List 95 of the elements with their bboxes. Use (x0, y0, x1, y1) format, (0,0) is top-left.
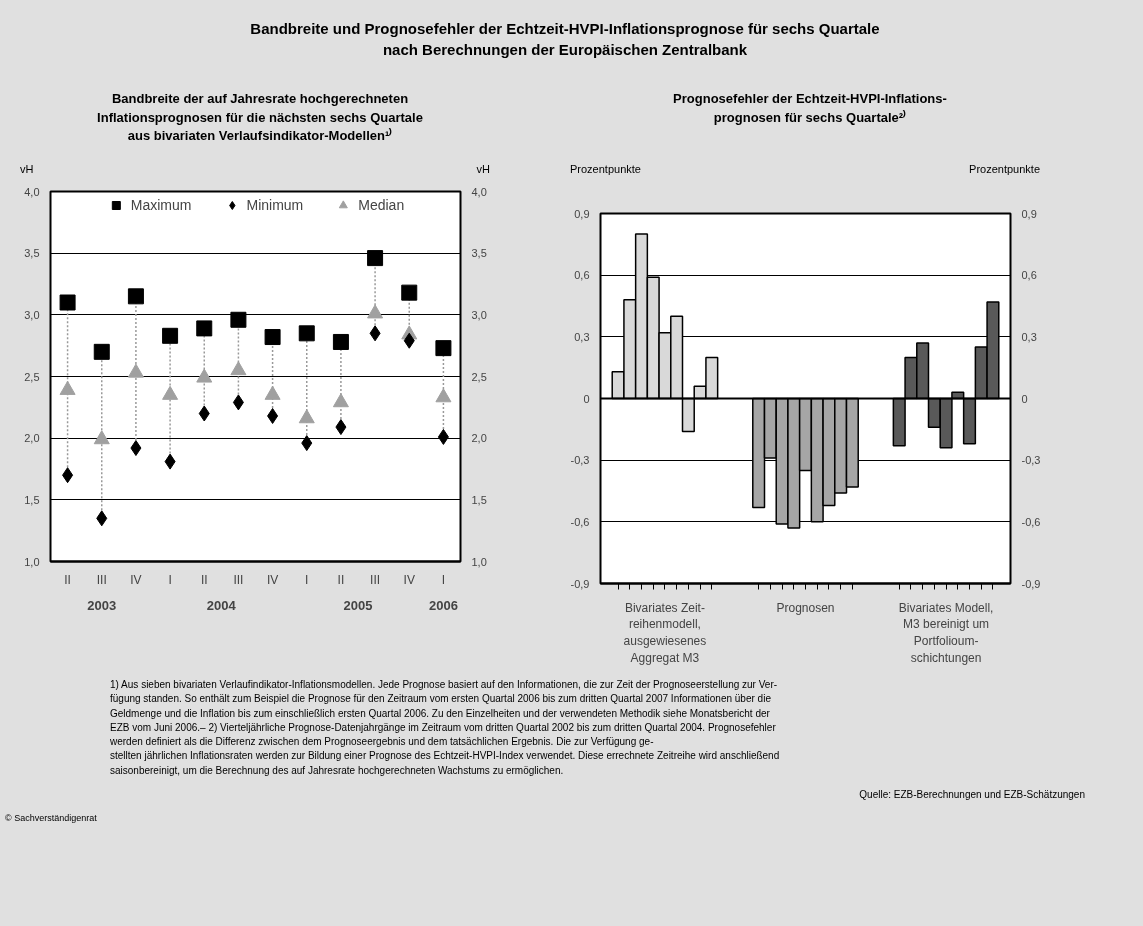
point (437, 428, 449, 445)
text: 2005 (343, 597, 373, 613)
point (332, 333, 349, 350)
point (198, 405, 210, 422)
x-tick-label: I (441, 572, 446, 587)
point (164, 453, 176, 470)
chart-subtitle: Prognosefehler der Echtzeit-HVPI-Inflations- prognosen für sechs Quartale²⁾ (673, 90, 947, 127)
y-axis-title: vH (20, 162, 34, 177)
legend-label: Median (358, 197, 405, 213)
y-axis-title: Prozentpunkte (570, 162, 641, 177)
point (232, 394, 244, 411)
chart-subtitle: Bandbreite der auf Jahresrate hochgerechneten Inflationsprognosen für die nächsten sechs Quartale aus bivariaten Verlaufsindikator-Modellen¹⁾ (97, 90, 423, 146)
y2-tick-label: 1,5 (471, 493, 487, 506)
point (332, 393, 349, 408)
y-tick-label: 1,0 (24, 555, 40, 568)
legend-label: Maximum (130, 197, 192, 213)
y2-axis-title: Prozentpunkte (969, 162, 1040, 177)
text: © Sachverständigenrat (5, 812, 97, 826)
y-tick-label: 3,5 (24, 247, 40, 260)
point (435, 388, 452, 403)
point (230, 311, 247, 328)
y2-tick-label: 4,0 (471, 185, 487, 198)
point (127, 363, 144, 378)
x-tick-label: II (200, 572, 208, 587)
x-tick-label: II (64, 572, 71, 587)
point (369, 325, 381, 342)
y-tick-label: -0,9 (570, 577, 590, 590)
y-tick-label: 0,9 (574, 207, 590, 220)
x-tick-label: III (96, 572, 107, 587)
x-tick-label: I (305, 572, 309, 587)
point (435, 340, 452, 357)
y2-tick-label: 0,9 (1021, 207, 1037, 220)
point (403, 332, 415, 349)
point (301, 435, 313, 452)
y-tick-label: 4,0 (24, 185, 40, 198)
point (367, 250, 384, 267)
y2-tick-label: 0,6 (1021, 269, 1037, 282)
point (230, 361, 247, 376)
y-tick-label: 0 (583, 392, 590, 405)
point (162, 327, 179, 344)
text: Bandbreite und Prognosefehler der Echtzeit-HVPI-Inflationsprognose für sechs Quartale nach Berechnungen der Europäischen Zentralbank (250, 19, 880, 61)
point (264, 385, 281, 400)
x-tick-label: IV (403, 572, 415, 587)
y-tick-label: 2,0 (24, 432, 40, 445)
y2-tick-label: 2,0 (471, 432, 487, 445)
point (59, 294, 76, 311)
point (196, 320, 213, 337)
y2-tick-label: 0,3 (1021, 330, 1037, 343)
text: 2006 (428, 597, 458, 613)
x-tick-label: II (337, 572, 345, 587)
y2-tick-label: -0,3 (1021, 454, 1041, 467)
point (401, 284, 418, 301)
point (62, 467, 74, 484)
y2-tick-label: 0 (1021, 392, 1028, 405)
text: Prognosen (776, 600, 835, 615)
source-note: Quelle: EZB-Berechnungen und EZB-Schätzungen (859, 787, 1085, 802)
y2-tick-label: 3,0 (471, 308, 487, 321)
x-tick-label: IV (130, 572, 142, 587)
y-tick-label: 0,3 (574, 330, 590, 343)
point (367, 304, 384, 319)
y-tick-label: -0,3 (570, 454, 590, 467)
point (130, 440, 142, 457)
text: Bivariates Modell, M3 bereinigt um Portfolioum- schichtungen (898, 600, 994, 665)
x-tick-label: I (168, 572, 172, 587)
y2-tick-label: 3,5 (471, 247, 487, 260)
y-tick-label: 3,0 (24, 308, 40, 321)
legend-label: Minimum (246, 197, 304, 213)
text: Bivariates Zeit- reihenmodell, ausgewiesenes Aggregat M3 (623, 600, 707, 665)
x-tick-label: III (233, 572, 244, 587)
y-tick-label: 1,5 (24, 493, 40, 506)
point (93, 430, 110, 445)
x-tick-label: III (370, 572, 381, 587)
text: 2003 (87, 597, 117, 613)
y-tick-label: 2,5 (24, 370, 40, 383)
point (59, 380, 76, 395)
point (267, 407, 279, 424)
text: 1) Aus sieben bivariaten Verlaufindikator-Inflationsmodellen. Jede Prognose basiert auf den Informationen, die zur Zeit der Prognoseerstellung zur Ver- fügung standen. So enthält zum Beispiel die Prognose für den Zeitraum vom ersten Quartal 2006 bis zum dritten Quartal 2007 Informationen über die Geldmenge und die Inflation bis zum einschließlich ersten Quartal 2006. Zu den Einzelheiten und der verwendeten Methodik siehe Monatsbericht der EZB vom Juni 2006.– 2) Vierteljährliche Prognose-Datenjahrgänge im Zeitraum vom dritten Quartal 2002 bis zum dritten Quartal 2004. Prognosefehler werden definiert als die Differenz zwischen dem Prognoseergebnis und dem tatsächlichen Ergebnis. Die zur Verfügung ge- stellten jährlichen Inflationsraten werden zur Bildung einer Prognose des Echtzeit-HVPI-Index verwendet. Diese errechnete Zeitreihe wird anschließend saisonbereinigt, um die Berechnung des auf Jahresrate hochgerechneten Wachstums zu ermöglichen. (110, 678, 780, 778)
y2-tick-label: 1,0 (471, 555, 487, 568)
y2-axis-title: vH (476, 162, 490, 177)
y2-tick-label: -0,6 (1021, 515, 1041, 528)
point (196, 368, 213, 383)
y2-tick-label: 2,5 (471, 370, 487, 383)
point (127, 288, 144, 305)
point (335, 419, 347, 436)
point (96, 510, 108, 527)
y-tick-label: -0,6 (570, 515, 590, 528)
point (298, 409, 315, 424)
y-tick-label: 0,6 (574, 269, 590, 282)
text: 2004 (206, 597, 237, 613)
point (162, 385, 179, 400)
point (264, 329, 281, 346)
x-tick-label: IV (266, 572, 279, 587)
y2-tick-label: -0,9 (1021, 577, 1041, 590)
point (93, 343, 110, 360)
point (298, 325, 315, 342)
